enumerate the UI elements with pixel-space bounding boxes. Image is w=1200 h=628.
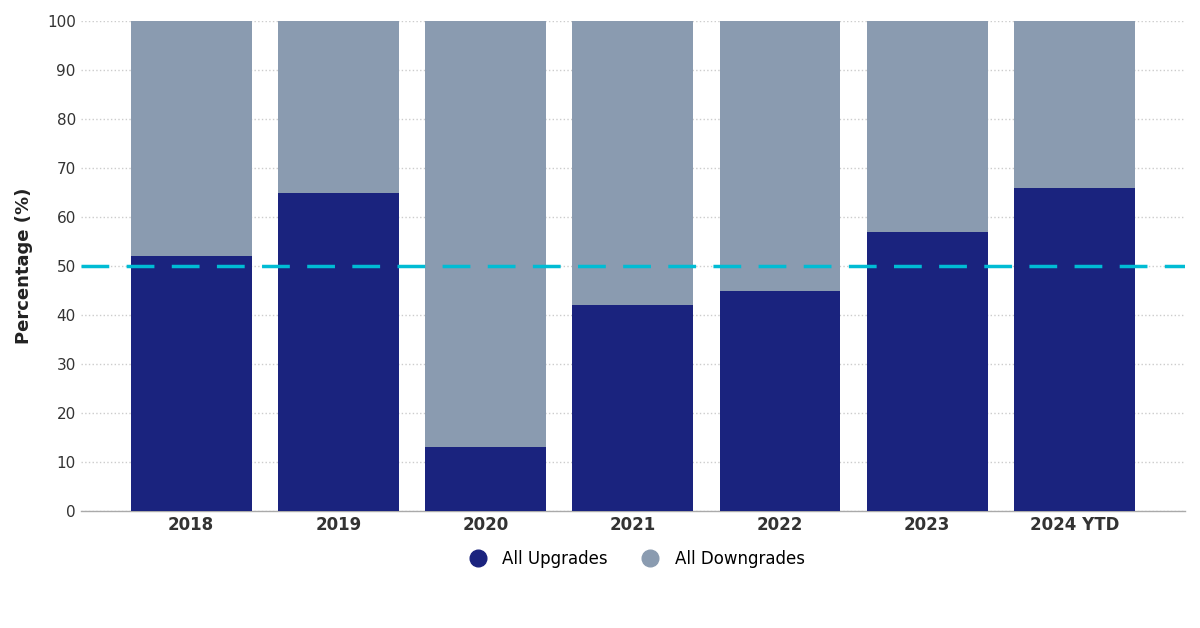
- Bar: [425, 447, 546, 511]
- Bar: [131, 256, 252, 511]
- Bar: [278, 193, 398, 511]
- Bar: [572, 305, 694, 511]
- Bar: [866, 232, 988, 511]
- Bar: [720, 291, 840, 511]
- Y-axis label: Percentage (%): Percentage (%): [14, 188, 34, 344]
- Bar: [572, 21, 694, 305]
- Bar: [720, 21, 840, 291]
- Bar: [1014, 21, 1135, 188]
- Bar: [131, 21, 252, 256]
- Legend: All Upgrades, All Downgrades: All Upgrades, All Downgrades: [452, 541, 814, 577]
- Bar: [866, 21, 988, 232]
- Bar: [1014, 188, 1135, 511]
- Bar: [278, 21, 398, 193]
- Bar: [425, 21, 546, 447]
